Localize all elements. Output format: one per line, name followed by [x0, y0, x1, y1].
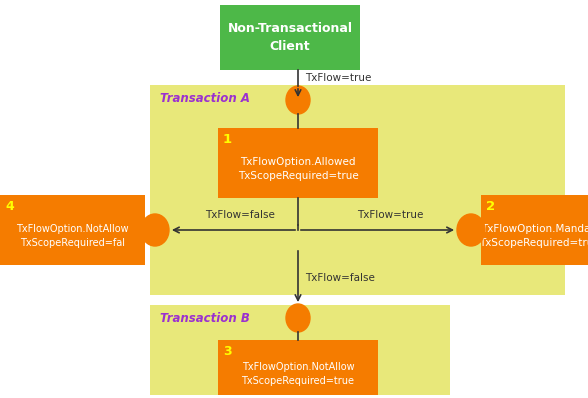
- Bar: [220, 5, 360, 70]
- Text: 3: 3: [223, 345, 232, 358]
- Text: TxFlow=true: TxFlow=true: [305, 73, 372, 83]
- Text: 4: 4: [5, 200, 14, 213]
- Text: 1: 1: [223, 133, 232, 146]
- Ellipse shape: [457, 214, 485, 246]
- Text: TxFlowOption.Manda
TxScopeRequired=tru: TxFlowOption.Manda TxScopeRequired=tru: [479, 224, 588, 248]
- Ellipse shape: [286, 304, 310, 332]
- Bar: [150, 85, 565, 295]
- Text: TxFlow=true: TxFlow=true: [357, 210, 423, 220]
- Text: TxFlow=false: TxFlow=false: [205, 210, 275, 220]
- Bar: [481, 195, 588, 265]
- Text: Transaction B: Transaction B: [160, 312, 250, 325]
- Text: 2: 2: [486, 200, 495, 213]
- Text: TxFlow=false: TxFlow=false: [305, 273, 375, 283]
- Ellipse shape: [141, 214, 169, 246]
- Text: Transaction A: Transaction A: [160, 92, 250, 105]
- Text: TxFlowOption.Allowed
TxScopeRequired=true: TxFlowOption.Allowed TxScopeRequired=tru…: [238, 157, 358, 181]
- Bar: [0, 195, 145, 265]
- Bar: [218, 128, 378, 198]
- Text: TxFlowOption.NotAllow
TxScopeRequired=true: TxFlowOption.NotAllow TxScopeRequired=tr…: [242, 361, 355, 386]
- Bar: [150, 305, 450, 395]
- Bar: [218, 340, 378, 395]
- Text: Non-Transactional
Client: Non-Transactional Client: [228, 23, 352, 53]
- Ellipse shape: [286, 86, 310, 114]
- Text: TxFlowOption.NotAllow
TxScopeRequired=fal: TxFlowOption.NotAllow TxScopeRequired=fa…: [16, 224, 129, 248]
